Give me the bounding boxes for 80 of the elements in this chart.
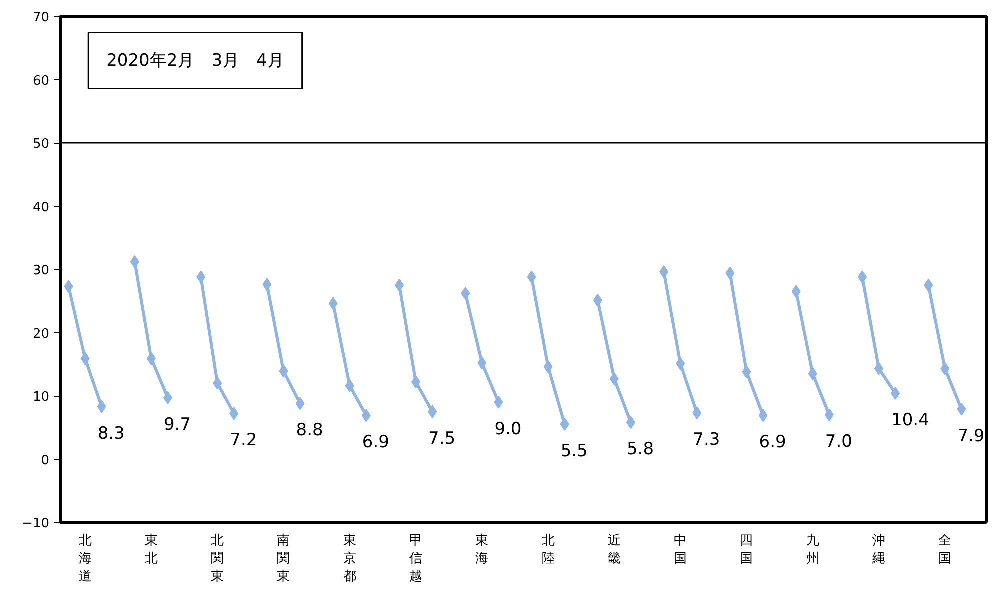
y-tick-label: 30: [32, 264, 50, 278]
point: [146, 352, 156, 366]
point: [758, 409, 768, 422]
point: [428, 405, 438, 418]
point: [726, 266, 735, 280]
point: [676, 357, 686, 370]
data-label: 5.8: [626, 440, 654, 460]
x-tick-label: 沖縄: [872, 534, 886, 566]
point: [494, 396, 504, 409]
data-label: 7.2: [230, 430, 258, 451]
point: [64, 280, 74, 294]
point: [461, 287, 470, 300]
data-label: 9.0: [494, 419, 522, 440]
data-label: 8.8: [296, 420, 324, 441]
point: [858, 270, 867, 284]
x-tick-label: 四国: [740, 534, 754, 566]
point: [957, 402, 966, 416]
point: [891, 386, 900, 400]
point: [80, 352, 90, 366]
data-label: 6.9: [759, 432, 786, 453]
point: [792, 285, 801, 298]
point: [230, 407, 239, 420]
point: [163, 391, 172, 404]
y-tick-label: 20: [32, 326, 50, 342]
data-label: 5.5: [560, 441, 588, 462]
point: [544, 360, 553, 374]
y-tick-label: 60: [32, 74, 50, 89]
y-tick-label: 70: [32, 10, 50, 26]
point: [924, 278, 934, 292]
point: [874, 362, 884, 376]
point: [527, 270, 536, 284]
point: [97, 400, 106, 414]
point: [412, 376, 421, 389]
x-tick-label: 中国: [674, 534, 688, 566]
x-tick-label: 南関東: [277, 534, 290, 584]
point: [345, 379, 354, 392]
point: [660, 266, 669, 279]
point: [262, 278, 272, 292]
y-tick-label: 0: [41, 453, 50, 468]
y-tick-label: 50: [32, 137, 50, 152]
point: [610, 372, 619, 386]
point: [626, 416, 636, 430]
data-label: 10.4: [892, 410, 930, 430]
point: [824, 408, 834, 422]
point: [560, 418, 570, 431]
x-tick-label: 九州: [806, 534, 820, 566]
data-label: 9.7: [164, 414, 192, 435]
point: [196, 270, 206, 284]
x-tick-label: 全国: [938, 534, 952, 566]
x-tick-label: 東北: [144, 534, 158, 566]
x-tick-label: 東京都: [343, 534, 356, 584]
point: [362, 409, 371, 422]
annotation: 2020年2月 3月 4月: [106, 50, 284, 71]
data-label: 7.3: [693, 430, 720, 450]
point: [478, 356, 487, 370]
point: [394, 278, 404, 292]
y-tick-label: 40: [32, 200, 50, 216]
point: [328, 297, 338, 310]
x-tick-label: 甲信越: [410, 534, 423, 584]
point: [742, 365, 752, 378]
point: [279, 364, 288, 378]
point: [296, 397, 305, 410]
x-tick-label: 北関東: [211, 534, 224, 584]
x-tick-label: 北海道: [78, 534, 92, 584]
y-tick-label: −10: [22, 516, 50, 532]
x-tick-label: 東海: [476, 534, 489, 566]
point: [692, 406, 702, 420]
x-tick-label: 北陸: [542, 534, 555, 566]
data-label: 8.3: [98, 424, 125, 444]
x-tick-label: 近畿: [608, 534, 621, 566]
y-tick-label: 10: [32, 390, 50, 405]
point: [593, 294, 602, 307]
data-label: 7.0: [825, 432, 852, 452]
data-label: 6.9: [362, 432, 390, 453]
point: [940, 362, 950, 376]
point: [130, 255, 140, 268]
point: [213, 376, 222, 390]
data-label: 7.9: [958, 426, 985, 446]
point: [808, 367, 818, 380]
data-label: 7.5: [428, 428, 456, 449]
